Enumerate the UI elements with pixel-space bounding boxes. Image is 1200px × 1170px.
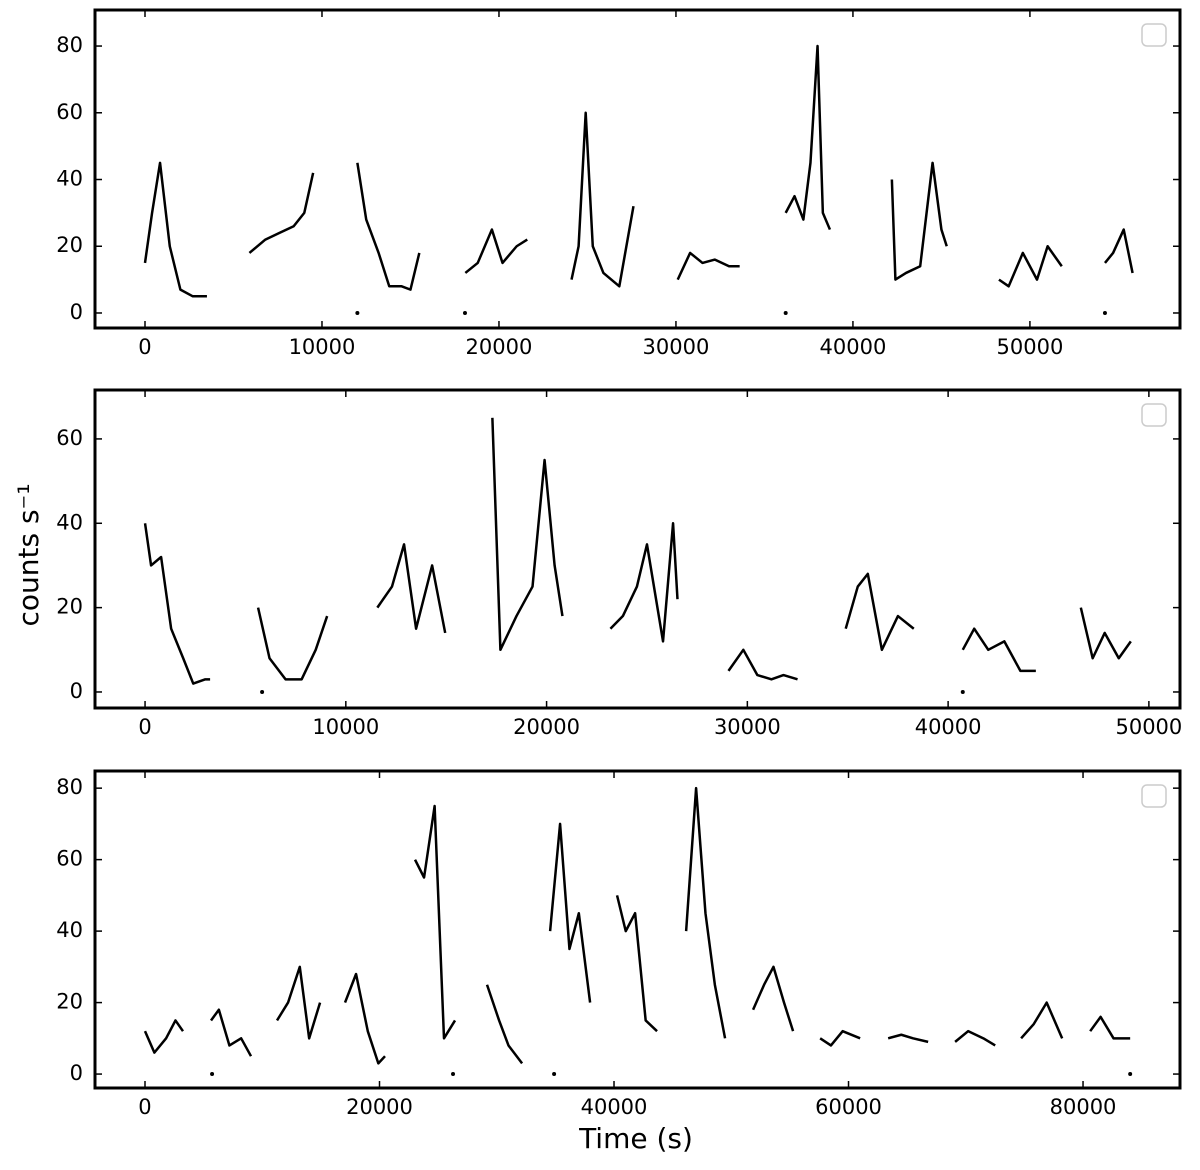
light-curve xyxy=(751,965,795,1032)
light-curve xyxy=(376,543,447,634)
light-curve xyxy=(256,607,329,681)
light-curve xyxy=(464,228,528,274)
y-tick-label: 60 xyxy=(56,100,83,124)
light-curve xyxy=(275,965,322,1040)
x-tick-label: 30000 xyxy=(643,335,710,359)
data-point xyxy=(1102,310,1107,315)
x-axis-label: Time (s) xyxy=(578,1122,693,1155)
data-point xyxy=(462,310,467,315)
x-tick-label: 40000 xyxy=(820,335,887,359)
light-curve xyxy=(570,111,635,288)
x-tick-label: 20000 xyxy=(346,1095,413,1119)
plot-frame xyxy=(93,388,1182,710)
light-curve xyxy=(961,627,1036,673)
x-tick-label: 20000 xyxy=(466,335,533,359)
light-curve xyxy=(819,1029,861,1047)
light-curve xyxy=(954,1029,996,1047)
data-point xyxy=(355,310,360,315)
y-tick-label: 20 xyxy=(56,595,83,619)
x-tick-label: 0 xyxy=(138,715,151,739)
light-curve xyxy=(143,1019,185,1054)
light-curve xyxy=(491,417,564,652)
y-tick-label: 80 xyxy=(56,775,83,799)
data-point xyxy=(552,1072,557,1077)
light-curve xyxy=(727,648,798,681)
data-point xyxy=(260,689,265,694)
legend-box xyxy=(1141,403,1167,427)
x-tick-label: 60000 xyxy=(815,1095,882,1119)
y-axis-label: counts s⁻¹ xyxy=(12,483,45,626)
legend-box xyxy=(1141,23,1167,47)
light-curve xyxy=(887,1033,929,1044)
light-curve xyxy=(615,895,658,1033)
x-tick-label: 0 xyxy=(138,335,151,359)
x-tick-label: 50000 xyxy=(997,335,1064,359)
light-curve xyxy=(413,804,457,1040)
y-tick-label: 40 xyxy=(56,510,83,534)
y-tick-label: 0 xyxy=(70,679,83,703)
light-curve xyxy=(1089,1015,1131,1040)
x-tick-label: 20000 xyxy=(513,715,580,739)
plot-frame xyxy=(93,769,1182,1090)
data-point xyxy=(1128,1072,1133,1077)
y-tick-label: 20 xyxy=(56,233,83,257)
x-tick-label: 40000 xyxy=(581,1095,648,1119)
light-curve xyxy=(248,172,315,254)
plot-frame xyxy=(93,8,1182,330)
light-curve xyxy=(1103,228,1134,274)
light-curve xyxy=(143,161,207,298)
x-tick-label: 30000 xyxy=(714,715,781,739)
y-tick-label: 40 xyxy=(56,918,83,942)
y-tick-label: 80 xyxy=(56,33,83,57)
light-curve xyxy=(143,523,211,685)
y-tick-label: 60 xyxy=(56,847,83,871)
light-curve xyxy=(998,244,1063,288)
y-tick-label: 0 xyxy=(70,1061,83,1085)
light-curve xyxy=(356,162,421,291)
x-tick-label: 50000 xyxy=(1115,715,1182,739)
light-curve xyxy=(1020,1001,1064,1040)
light-curve xyxy=(548,822,592,1003)
x-tick-label: 10000 xyxy=(312,715,379,739)
light-curve xyxy=(784,44,832,231)
data-point xyxy=(960,689,965,694)
light-curve xyxy=(609,522,679,643)
y-tick-label: 60 xyxy=(56,426,83,450)
light-curve xyxy=(485,984,524,1065)
y-tick-label: 40 xyxy=(56,167,83,191)
x-tick-label: 80000 xyxy=(1050,1095,1117,1119)
data-point xyxy=(783,310,788,315)
light-curve xyxy=(844,572,915,652)
light-curve xyxy=(684,786,727,1039)
light-curve xyxy=(890,161,948,281)
data-point xyxy=(210,1072,215,1077)
legend-box xyxy=(1141,784,1167,808)
y-tick-label: 20 xyxy=(56,990,83,1014)
light-curve xyxy=(1079,607,1132,660)
x-tick-label: 0 xyxy=(138,1095,151,1119)
light-curve xyxy=(676,251,740,281)
light-curve xyxy=(343,972,386,1065)
data-point xyxy=(451,1072,456,1077)
x-tick-label: 40000 xyxy=(915,715,982,739)
y-tick-label: 0 xyxy=(70,300,83,324)
x-tick-label: 10000 xyxy=(289,335,356,359)
light-curve xyxy=(210,1008,253,1057)
